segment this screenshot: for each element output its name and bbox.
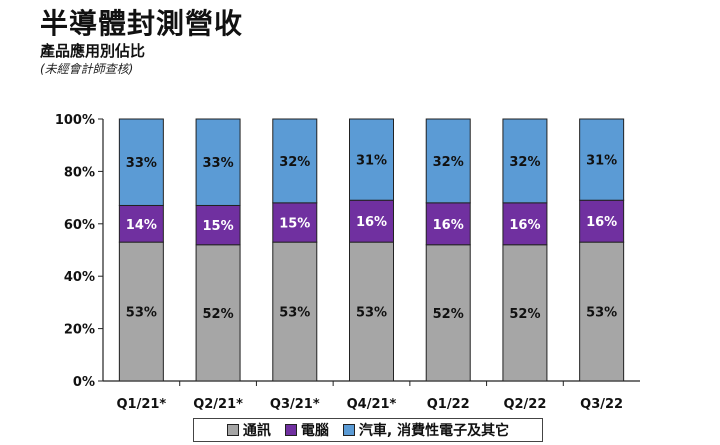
data-label: 52% bbox=[509, 307, 540, 322]
data-label: 31% bbox=[586, 154, 617, 169]
legend-swatch-computer bbox=[284, 424, 297, 436]
legend-label-communication: 通訊 bbox=[242, 423, 271, 439]
data-label: 16% bbox=[509, 218, 540, 233]
page-title: 半導體封測營收 bbox=[40, 7, 244, 40]
bar-segment bbox=[349, 118, 394, 201]
x-tick-label: Q4/21* bbox=[347, 397, 397, 412]
data-label: 16% bbox=[356, 215, 387, 230]
data-label: 16% bbox=[586, 215, 617, 230]
y-tick-label: 0% bbox=[73, 375, 95, 390]
chart-subtitle: 產品應用別佔比 bbox=[40, 42, 146, 60]
data-label: 33% bbox=[126, 156, 157, 171]
data-label: 53% bbox=[279, 306, 310, 321]
data-label: 33% bbox=[203, 156, 234, 171]
legend-item-auto-consumer-other: 汽車, 消費性電子及其它 bbox=[342, 420, 510, 440]
bar-segment bbox=[579, 241, 625, 382]
bar-segment bbox=[118, 118, 164, 206]
data-label: 31% bbox=[356, 154, 387, 169]
x-tick-label: Q1/22 bbox=[427, 397, 470, 412]
y-tick-label: 20% bbox=[64, 323, 95, 338]
y-tick-label: 100% bbox=[55, 113, 95, 128]
bar-segment bbox=[502, 118, 548, 204]
bar-segment bbox=[272, 241, 318, 382]
bar-segment bbox=[118, 204, 164, 243]
legend-swatch-communication bbox=[226, 424, 239, 436]
bar-segment bbox=[579, 199, 625, 243]
data-label: 15% bbox=[279, 216, 310, 231]
bar-segment bbox=[195, 118, 241, 206]
data-label: 15% bbox=[203, 219, 234, 234]
bar-segment bbox=[579, 118, 625, 201]
data-label: 32% bbox=[509, 155, 540, 170]
bar-segment bbox=[349, 199, 394, 243]
x-tick-label: Q3/21* bbox=[270, 397, 320, 412]
chart-legend: 通訊 電腦 汽車, 消費性電子及其它 bbox=[193, 418, 543, 442]
data-label: 52% bbox=[433, 307, 464, 322]
legend-swatch-auto-consumer-other bbox=[342, 424, 355, 436]
data-label: 53% bbox=[586, 306, 617, 321]
x-tick-label: Q2/21* bbox=[193, 397, 243, 412]
data-label: 32% bbox=[433, 155, 464, 170]
bar-segment bbox=[118, 241, 164, 382]
data-label: 14% bbox=[126, 218, 157, 233]
bar-segment bbox=[195, 244, 241, 382]
legend-label-auto-consumer-other: 汽車, 消費性電子及其它 bbox=[358, 423, 510, 439]
x-tick-label: Q2/22 bbox=[503, 397, 546, 412]
bar-segment bbox=[502, 202, 548, 246]
x-tick-label: Q1/21* bbox=[116, 397, 166, 412]
data-label: 53% bbox=[356, 306, 387, 321]
bar-segment bbox=[502, 244, 548, 382]
data-label: 53% bbox=[126, 306, 157, 321]
legend-label-computer: 電腦 bbox=[300, 423, 329, 439]
bar-segment bbox=[425, 118, 471, 204]
y-tick-label: 40% bbox=[64, 270, 95, 285]
audit-note: (未經會計師查核) bbox=[40, 62, 134, 76]
legend-item-communication: 通訊 bbox=[226, 420, 271, 440]
bar-segment bbox=[272, 118, 318, 204]
bar-segment bbox=[425, 202, 471, 246]
bar-segment bbox=[195, 204, 241, 246]
bar-segment bbox=[425, 244, 471, 382]
bar-segment bbox=[349, 241, 394, 382]
x-tick-label: Q3/22 bbox=[580, 397, 623, 412]
legend-item-computer: 電腦 bbox=[284, 420, 329, 440]
data-label: 32% bbox=[279, 155, 310, 170]
y-tick-label: 60% bbox=[64, 218, 95, 233]
data-label: 52% bbox=[203, 307, 234, 322]
data-label: 16% bbox=[433, 218, 464, 233]
y-tick-label: 80% bbox=[64, 165, 95, 180]
